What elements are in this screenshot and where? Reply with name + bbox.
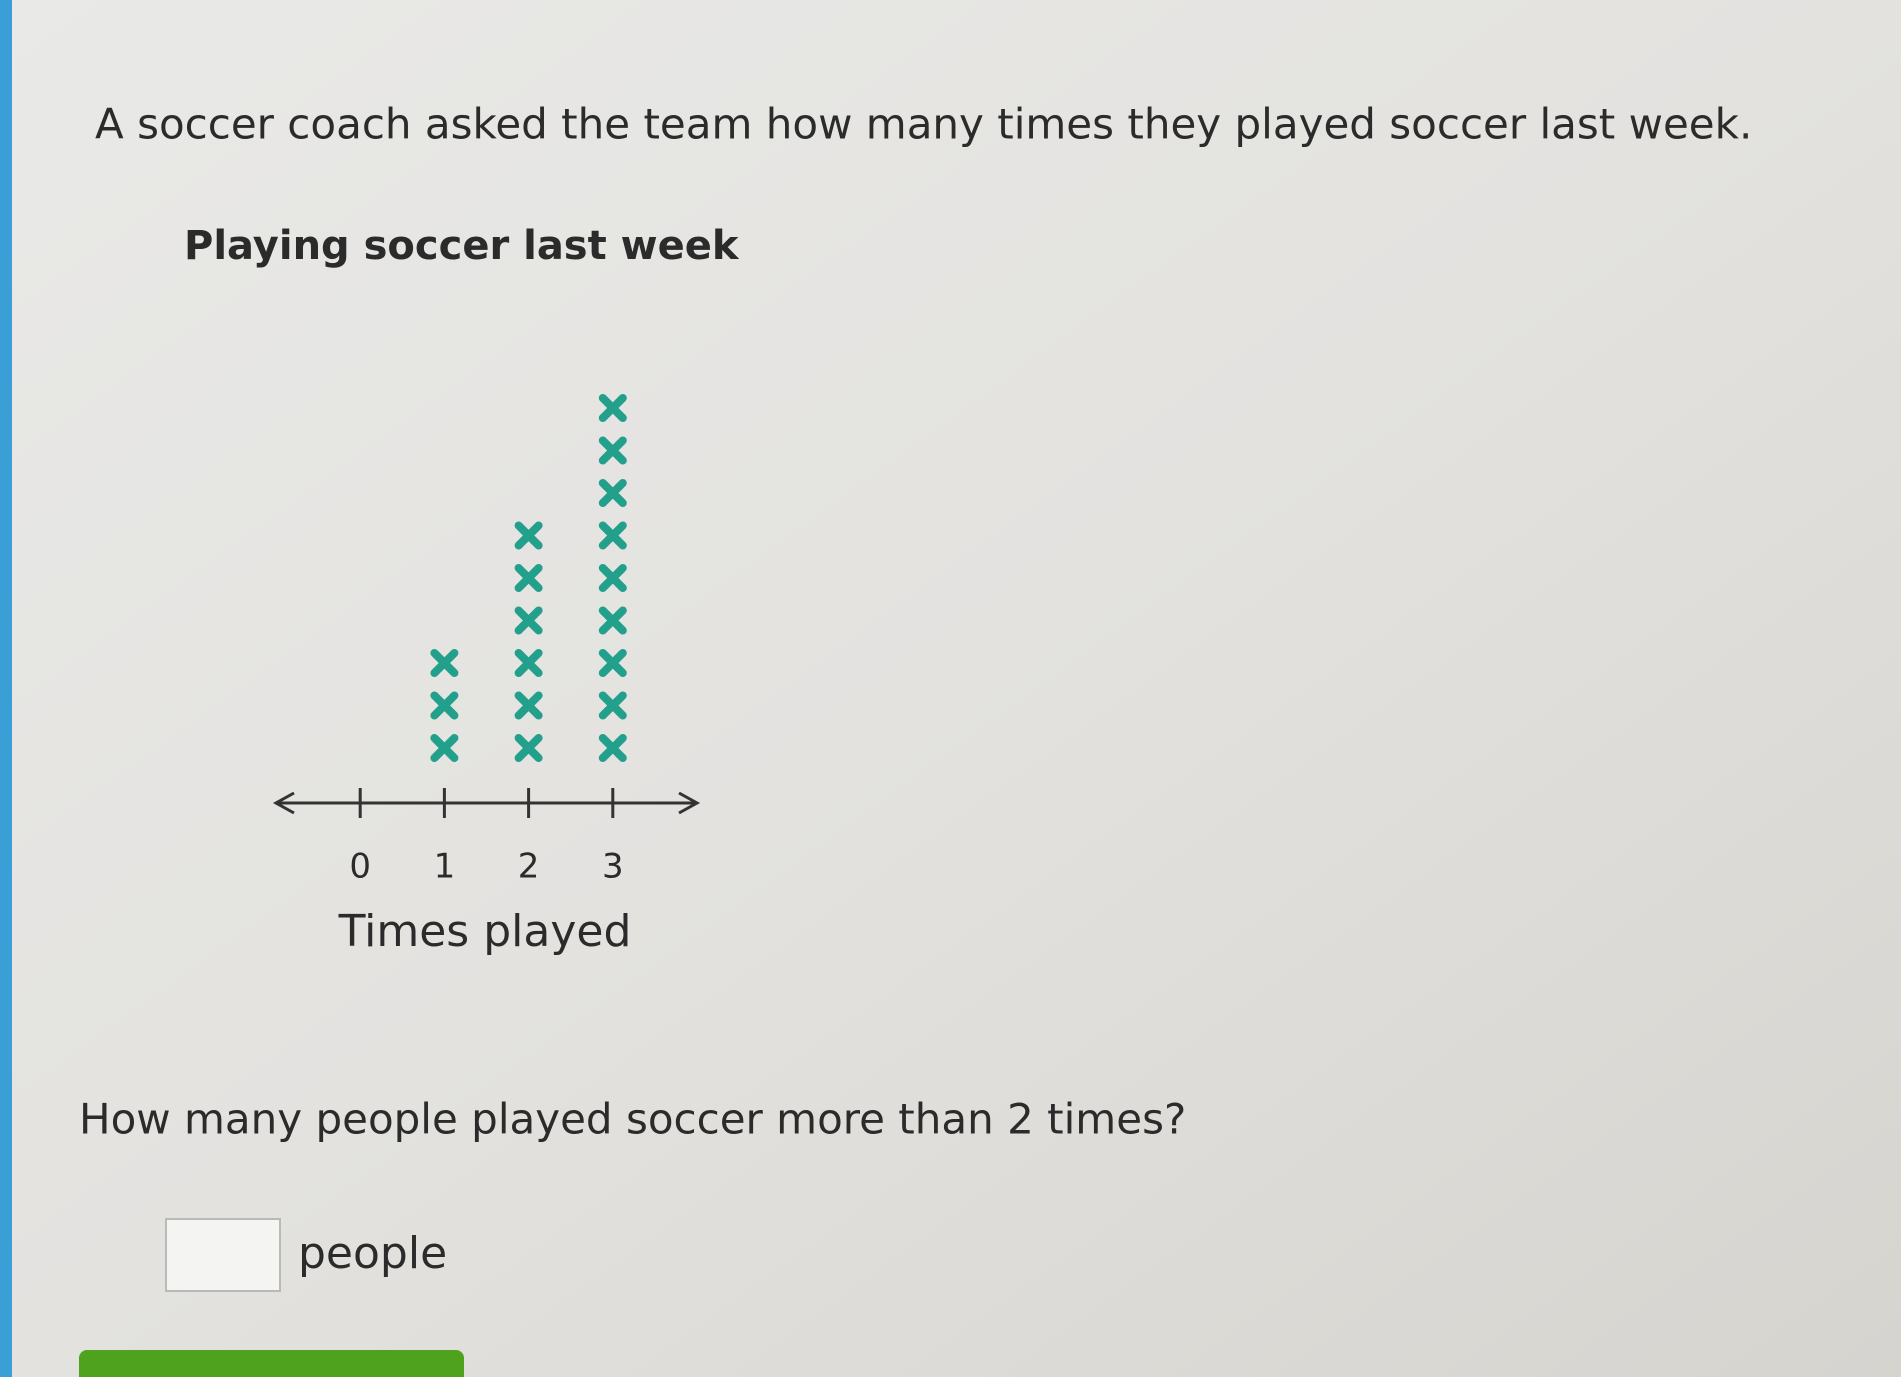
x-mark bbox=[430, 691, 459, 720]
x-tick-label: 3 bbox=[602, 847, 624, 887]
x-mark bbox=[598, 691, 627, 720]
axis-arrow-left bbox=[272, 791, 295, 815]
x-axis: 0 1 2 3 bbox=[272, 788, 701, 887]
dot-column bbox=[514, 521, 543, 762]
question: How many people played soccer more than … bbox=[79, 1095, 1186, 1144]
dot-column bbox=[430, 649, 459, 762]
x-mark bbox=[514, 734, 543, 762]
x-mark bbox=[598, 606, 627, 635]
x-tick-label: 0 bbox=[349, 847, 371, 887]
x-axis-label: Times played bbox=[338, 906, 632, 957]
submit-button[interactable] bbox=[79, 1350, 464, 1377]
x-mark bbox=[598, 436, 627, 465]
side-bar bbox=[0, 0, 12, 1377]
prompt: A soccer coach asked the team how many t… bbox=[95, 100, 1752, 149]
x-mark bbox=[598, 734, 627, 762]
axis-arrow-right bbox=[678, 791, 701, 815]
x-mark bbox=[598, 649, 627, 677]
chart-title: Playing soccer last week bbox=[184, 223, 740, 269]
x-mark bbox=[430, 734, 459, 762]
x-mark bbox=[514, 606, 543, 635]
x-mark bbox=[598, 521, 627, 550]
x-tick-label: 1 bbox=[434, 847, 456, 887]
answer-input[interactable] bbox=[165, 1218, 281, 1292]
x-mark bbox=[514, 691, 543, 720]
dot-plot: 0 1 2 3 bbox=[272, 394, 701, 887]
x-mark bbox=[514, 521, 543, 550]
x-mark bbox=[598, 479, 627, 507]
x-mark bbox=[514, 649, 543, 677]
answer-unit: people bbox=[298, 1228, 447, 1279]
x-tick-label: 2 bbox=[518, 847, 540, 887]
x-mark bbox=[514, 564, 543, 592]
x-mark bbox=[598, 564, 627, 592]
dot-column bbox=[598, 394, 627, 762]
x-mark bbox=[598, 394, 627, 422]
x-mark bbox=[430, 649, 459, 677]
